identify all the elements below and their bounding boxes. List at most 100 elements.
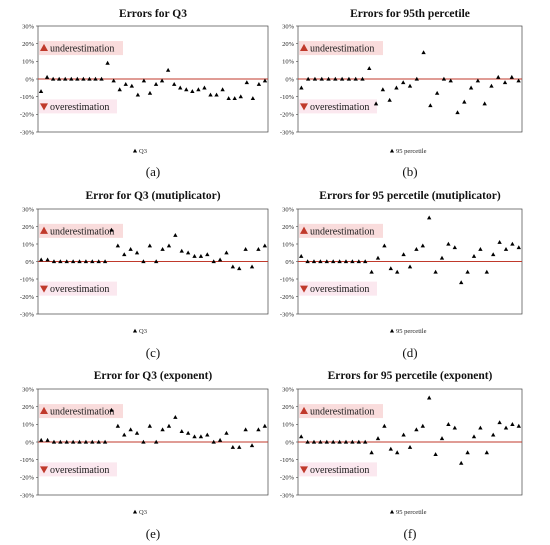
- data-point: [305, 439, 310, 444]
- data-point: [154, 259, 159, 264]
- data-point: [51, 259, 57, 264]
- data-point: [96, 259, 101, 264]
- y-tick-label: -10%: [280, 457, 295, 464]
- data-point: [96, 439, 101, 444]
- data-point: [503, 246, 509, 251]
- y-tick-label: -10%: [20, 457, 35, 464]
- data-point: [128, 246, 133, 251]
- data-point: [382, 243, 387, 248]
- overestimation-band: [299, 462, 377, 477]
- data-point: [516, 78, 521, 83]
- data-point: [433, 269, 438, 274]
- legend-marker-icon: [132, 328, 138, 333]
- overestimation-label: overestimation: [310, 102, 369, 113]
- data-point: [319, 76, 324, 81]
- data-point: [141, 78, 147, 83]
- data-point: [179, 429, 184, 434]
- data-point: [192, 253, 197, 258]
- data-point: [497, 239, 502, 244]
- chart-title: Errors for 95 percetile (exponent): [328, 370, 493, 382]
- data-point: [117, 87, 122, 92]
- data-point: [211, 439, 216, 444]
- data-point: [185, 430, 191, 435]
- data-point: [77, 259, 82, 264]
- data-point: [90, 259, 95, 264]
- panel-caption: (e): [146, 526, 160, 541]
- data-point: [388, 266, 393, 271]
- data-point: [337, 259, 342, 264]
- chart-panel-2: Errors for 95th percetile 30% 20% 10% 0% -10%…: [280, 8, 523, 179]
- data-point: [44, 74, 50, 79]
- data-point: [331, 439, 336, 444]
- data-point: [496, 74, 501, 79]
- legend-label: 95 percetile: [396, 509, 427, 516]
- y-tick-label: 10%: [22, 59, 35, 66]
- data-point: [208, 92, 213, 97]
- arrow-up-icon: [40, 226, 48, 234]
- data-point: [190, 89, 195, 93]
- arrow-up-icon: [300, 406, 308, 415]
- data-point: [153, 82, 159, 86]
- data-point: [224, 250, 229, 255]
- data-point: [331, 259, 336, 264]
- data-point: [305, 76, 311, 81]
- data-point: [178, 85, 183, 90]
- data-point: [256, 82, 262, 86]
- data-point: [446, 422, 451, 426]
- panel-caption: (b): [402, 164, 417, 179]
- y-tick-label: -10%: [280, 276, 295, 283]
- data-point: [305, 259, 310, 264]
- data-point: [256, 246, 261, 251]
- data-point: [198, 253, 204, 258]
- data-point: [141, 439, 146, 444]
- underestimation-label: underestimation: [310, 407, 374, 418]
- chart-title: Errors for 95th percetile: [350, 8, 470, 20]
- y-tick-label: 20%: [22, 41, 35, 48]
- data-point: [159, 78, 165, 83]
- data-point: [478, 425, 483, 430]
- data-point: [484, 450, 489, 455]
- y-tick-label: 0%: [25, 76, 34, 83]
- y-tick-label: 10%: [282, 422, 295, 429]
- data-point: [478, 246, 483, 251]
- data-point: [333, 76, 338, 81]
- data-point: [243, 427, 248, 432]
- legend-label: Q3: [139, 328, 147, 335]
- y-tick-label: -30%: [20, 311, 35, 318]
- data-point: [250, 96, 256, 101]
- data-point: [70, 259, 76, 264]
- y-tick-label: 20%: [282, 224, 295, 231]
- data-point: [111, 78, 116, 83]
- data-point: [202, 85, 207, 90]
- data-point: [502, 80, 508, 85]
- legend-label: 95 percetile: [396, 148, 427, 155]
- data-point: [147, 90, 153, 95]
- data-point: [45, 257, 50, 262]
- y-tick-label: 20%: [22, 404, 35, 411]
- y-tick-label: 10%: [22, 422, 35, 429]
- data-point: [135, 92, 141, 97]
- data-point: [256, 427, 261, 432]
- data-point: [205, 432, 210, 437]
- data-point: [471, 253, 477, 258]
- underestimation-label: underestimation: [50, 407, 114, 418]
- data-point: [90, 439, 95, 444]
- arrow-up-icon: [40, 43, 48, 52]
- data-point: [38, 89, 44, 93]
- data-point: [249, 264, 255, 269]
- data-point: [343, 259, 349, 264]
- data-point: [459, 460, 464, 465]
- data-point: [414, 246, 419, 251]
- data-point: [497, 420, 502, 425]
- y-tick-label: 0%: [285, 259, 294, 266]
- data-point: [380, 87, 386, 92]
- y-tick-label: 20%: [282, 41, 295, 48]
- data-point: [160, 427, 165, 432]
- y-tick-label: 0%: [285, 439, 294, 446]
- legend-marker-icon: [132, 509, 138, 514]
- data-point: [407, 445, 413, 449]
- overestimation-band: [299, 281, 377, 296]
- data-point: [39, 257, 44, 262]
- data-point: [109, 227, 114, 232]
